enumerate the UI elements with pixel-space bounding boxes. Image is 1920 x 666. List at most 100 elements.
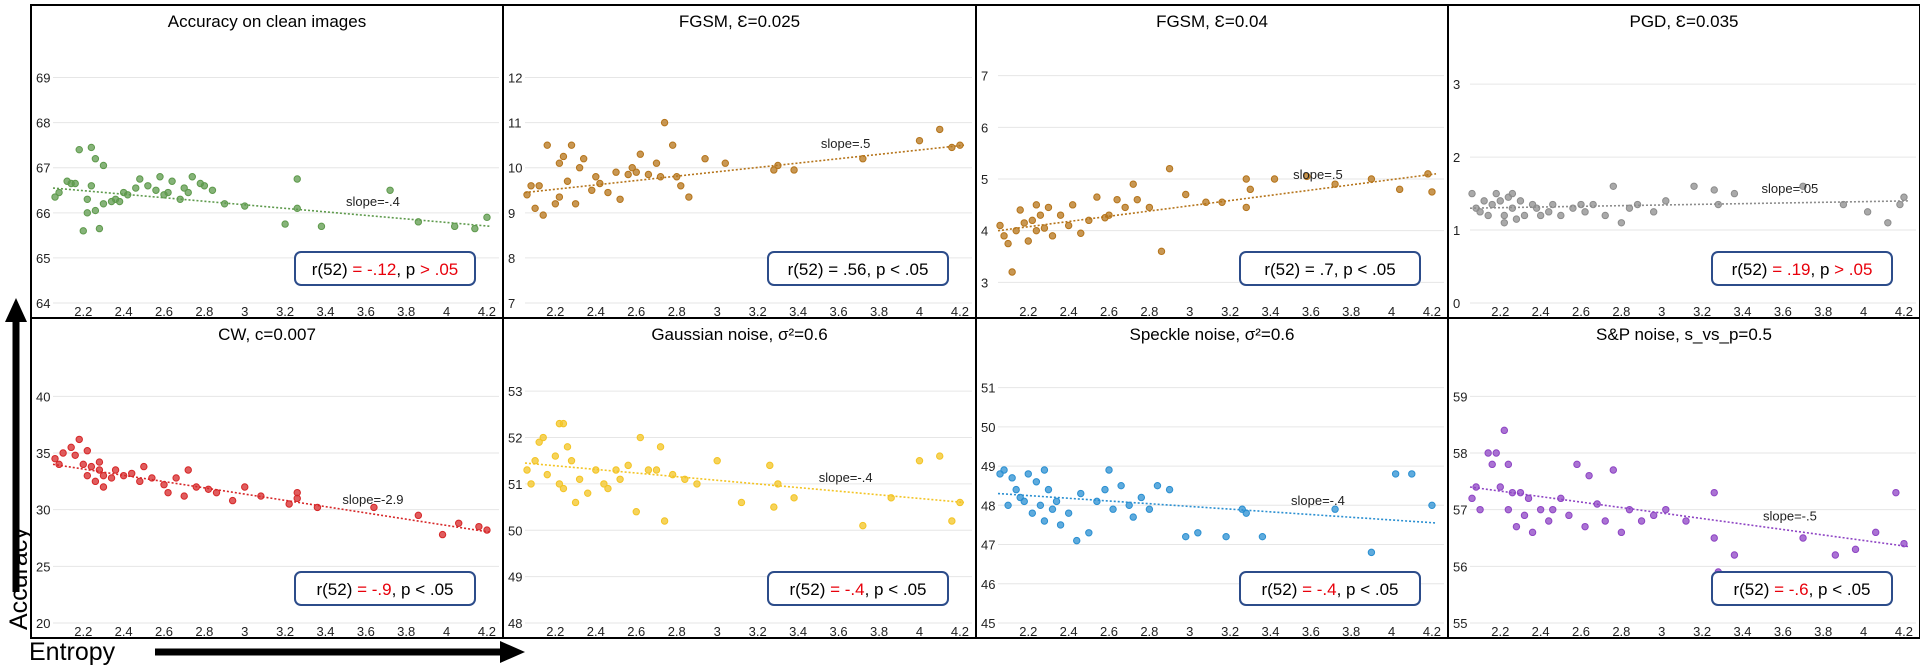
data-point bbox=[1242, 509, 1250, 517]
x-tick-label: 2.4 bbox=[587, 624, 605, 639]
y-tick-label: 48 bbox=[981, 498, 995, 513]
data-point bbox=[527, 182, 535, 190]
y-tick-label: 5 bbox=[981, 172, 988, 187]
stat-r: = -.12 bbox=[352, 260, 396, 279]
data-point bbox=[559, 152, 568, 161]
data-point bbox=[636, 433, 645, 442]
y-tick-label: 64 bbox=[36, 296, 50, 311]
y-tick-label: 48 bbox=[508, 616, 522, 631]
stat-text: r(52) = -.6, p < .05 bbox=[1733, 580, 1870, 599]
data-point bbox=[1589, 200, 1597, 209]
x-tick-label: 2.2 bbox=[546, 304, 564, 319]
data-point bbox=[1218, 198, 1226, 206]
data-point bbox=[1028, 509, 1037, 517]
data-point bbox=[624, 170, 632, 179]
x-tick-label: 4 bbox=[916, 624, 923, 639]
y-tick-label: 50 bbox=[508, 523, 522, 538]
data-point bbox=[1000, 232, 1008, 240]
data-point bbox=[1032, 226, 1041, 235]
y-tick-label: 25 bbox=[36, 559, 50, 574]
slope-label: slope=.05 bbox=[1762, 181, 1819, 196]
data-point bbox=[555, 480, 564, 488]
data-point bbox=[766, 461, 774, 470]
data-point bbox=[1024, 470, 1032, 478]
data-point bbox=[455, 519, 463, 527]
stat-p: > .05 bbox=[1834, 260, 1872, 279]
x-tick-label: 3.2 bbox=[1221, 624, 1239, 639]
y-tick-label: 45 bbox=[981, 616, 995, 631]
y-tick-label: 52 bbox=[508, 431, 522, 446]
data-point bbox=[1488, 200, 1496, 209]
y-tick-label: 10 bbox=[508, 161, 522, 176]
data-point bbox=[1000, 466, 1008, 474]
x-tick-label: 3.6 bbox=[1774, 304, 1792, 319]
data-point bbox=[1331, 180, 1339, 188]
data-point bbox=[123, 191, 132, 199]
data-point bbox=[612, 168, 620, 176]
data-point bbox=[1121, 203, 1129, 212]
data-point bbox=[592, 466, 600, 474]
stat-mid: , p bbox=[396, 260, 420, 279]
data-point bbox=[584, 489, 592, 497]
y-tick-label: 7 bbox=[508, 296, 515, 311]
data-point bbox=[67, 443, 75, 452]
data-point bbox=[107, 474, 116, 482]
data-point bbox=[1662, 197, 1670, 205]
stat-mid: , p < .05 bbox=[1337, 580, 1399, 599]
data-point bbox=[1028, 216, 1037, 225]
x-tick-label: 2.6 bbox=[1572, 624, 1590, 639]
x-tick-label: 2.4 bbox=[115, 624, 133, 639]
data-point bbox=[1424, 170, 1432, 178]
data-point bbox=[475, 522, 483, 531]
data-point bbox=[551, 452, 560, 460]
panel-border bbox=[1447, 317, 1920, 639]
data-point bbox=[539, 433, 547, 442]
x-tick-label: 3.2 bbox=[749, 624, 767, 639]
x-tick-label: 2.6 bbox=[1572, 304, 1590, 319]
x-tick-label: 3 bbox=[241, 304, 248, 319]
y-tick-label: 57 bbox=[1453, 503, 1467, 518]
data-point bbox=[660, 517, 669, 525]
trend-line bbox=[997, 492, 1437, 524]
data-point bbox=[1581, 522, 1589, 531]
x-tick-label: 4.2 bbox=[478, 624, 496, 639]
x-tick-label: 2.2 bbox=[546, 624, 564, 639]
data-point bbox=[1545, 517, 1553, 525]
data-point bbox=[293, 204, 301, 213]
data-point bbox=[1730, 189, 1739, 198]
data-point bbox=[1710, 534, 1718, 542]
data-point bbox=[99, 200, 108, 208]
data-point bbox=[99, 483, 108, 491]
trend-line bbox=[1469, 200, 1909, 209]
data-point bbox=[1617, 219, 1626, 227]
data-point bbox=[115, 197, 124, 206]
data-point bbox=[1004, 239, 1012, 248]
data-point bbox=[59, 449, 67, 457]
data-point bbox=[450, 222, 459, 231]
data-point bbox=[1625, 204, 1634, 212]
data-point bbox=[1165, 164, 1174, 173]
chart-title: Speckle noise, σ²=0.6 bbox=[1129, 325, 1294, 344]
x-arrow-head bbox=[500, 641, 525, 663]
stat-mid: , p bbox=[1811, 260, 1835, 279]
data-point bbox=[1565, 511, 1573, 520]
stat-r: = -.9 bbox=[357, 580, 392, 599]
data-point bbox=[1516, 488, 1525, 497]
data-point bbox=[1569, 204, 1577, 212]
stat-pre: r(52) bbox=[1261, 580, 1302, 599]
data-point bbox=[293, 175, 301, 183]
stat-mid: , p < .05 bbox=[1809, 580, 1871, 599]
chart-panel-6: 48 49 50 51 52 53 2.2 2.4 2.6 2.8 3 3.2 3.4 3.6 3.8 4 4.… bbox=[502, 317, 977, 639]
data-point bbox=[1428, 188, 1436, 196]
x-tick-label: 3.8 bbox=[870, 304, 888, 319]
chart-title: S&P noise, s_vs_p=0.5 bbox=[1596, 325, 1772, 344]
stat-text: r(52) = .7, p < .05 bbox=[1264, 260, 1395, 279]
data-point bbox=[87, 143, 96, 152]
data-point bbox=[1524, 494, 1533, 503]
x-tick-label: 4.2 bbox=[1895, 304, 1913, 319]
data-point bbox=[99, 161, 108, 170]
stat-text: r(52) = -.4, p < .05 bbox=[789, 580, 926, 599]
data-point bbox=[628, 164, 636, 172]
data-point bbox=[632, 508, 640, 516]
data-point bbox=[737, 498, 746, 507]
